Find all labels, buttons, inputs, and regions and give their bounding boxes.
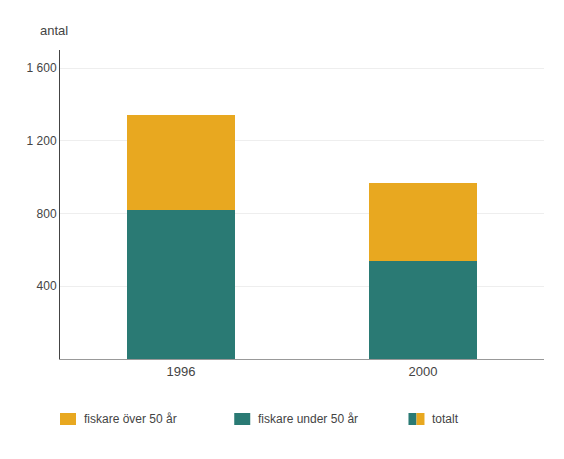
svg-text:totalt: totalt <box>432 412 459 426</box>
svg-text:400: 400 <box>37 279 57 293</box>
svg-text:1996: 1996 <box>167 364 196 379</box>
svg-text:fiskare över 50 år: fiskare över 50 år <box>84 412 177 426</box>
svg-text:antal: antal <box>40 23 68 38</box>
svg-text:800: 800 <box>37 207 57 221</box>
svg-text:1 600: 1 600 <box>27 61 57 75</box>
svg-text:fiskare under 50 år: fiskare under 50 år <box>258 412 358 426</box>
svg-text:1 200: 1 200 <box>27 134 57 148</box>
svg-text:2000: 2000 <box>409 364 438 379</box>
